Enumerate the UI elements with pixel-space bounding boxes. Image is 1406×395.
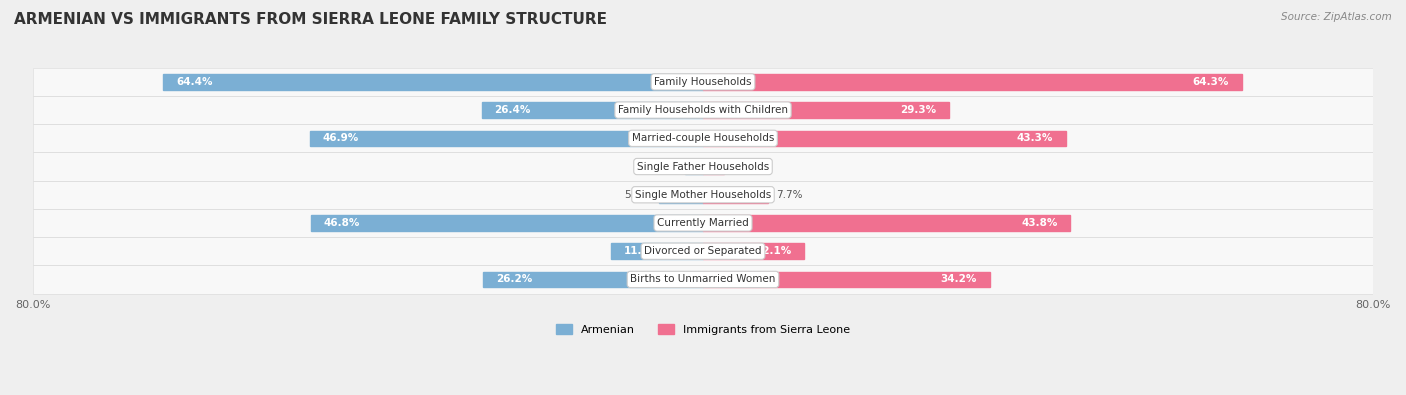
Bar [703,215,1070,231]
Bar [32,124,1374,152]
Bar [32,96,1374,124]
Bar [311,131,703,146]
Bar [482,102,703,118]
Text: 26.4%: 26.4% [495,105,530,115]
Bar [32,68,1374,96]
Text: Family Households with Children: Family Households with Children [619,105,787,115]
Text: Single Father Households: Single Father Households [637,162,769,171]
Text: Source: ZipAtlas.com: Source: ZipAtlas.com [1281,12,1392,22]
Text: 64.3%: 64.3% [1192,77,1229,87]
Bar [32,209,1374,237]
Text: 29.3%: 29.3% [900,105,936,115]
Bar [703,187,768,203]
Bar [703,159,724,174]
Bar [703,74,1241,90]
Bar [703,102,949,118]
Text: ARMENIAN VS IMMIGRANTS FROM SIERRA LEONE FAMILY STRUCTURE: ARMENIAN VS IMMIGRANTS FROM SIERRA LEONE… [14,12,607,27]
Text: Family Households: Family Households [654,77,752,87]
Bar [32,152,1374,181]
Text: 46.9%: 46.9% [322,134,359,143]
Bar [703,272,990,287]
Text: 64.4%: 64.4% [176,77,212,87]
Bar [32,237,1374,265]
Legend: Armenian, Immigrants from Sierra Leone: Armenian, Immigrants from Sierra Leone [551,320,855,340]
Bar [610,243,703,259]
Text: Currently Married: Currently Married [657,218,749,228]
Text: 7.7%: 7.7% [776,190,803,200]
Bar [32,265,1374,293]
Text: Single Mother Households: Single Mother Households [636,190,770,200]
Text: Married-couple Households: Married-couple Households [631,134,775,143]
Bar [311,215,703,231]
Text: Divorced or Separated: Divorced or Separated [644,246,762,256]
Bar [32,181,1374,209]
Text: 2.5%: 2.5% [733,162,759,171]
Text: 2.1%: 2.1% [651,162,678,171]
Bar [32,124,1374,152]
Text: 43.3%: 43.3% [1017,134,1053,143]
Text: 11.0%: 11.0% [623,246,659,256]
Bar [659,187,703,203]
Bar [32,237,1374,265]
Text: Births to Unmarried Women: Births to Unmarried Women [630,275,776,284]
Text: 12.1%: 12.1% [755,246,792,256]
Bar [484,272,703,287]
Text: 43.8%: 43.8% [1021,218,1057,228]
Bar [32,181,1374,209]
Bar [32,152,1374,181]
Bar [703,131,1066,146]
Bar [32,68,1374,96]
Bar [685,159,703,174]
Bar [703,243,804,259]
Bar [163,74,703,90]
Text: 46.8%: 46.8% [323,218,360,228]
Bar [32,209,1374,237]
Text: 5.2%: 5.2% [624,190,651,200]
Bar [32,96,1374,124]
Bar [32,265,1374,293]
Text: 34.2%: 34.2% [941,275,977,284]
Text: 26.2%: 26.2% [496,275,533,284]
